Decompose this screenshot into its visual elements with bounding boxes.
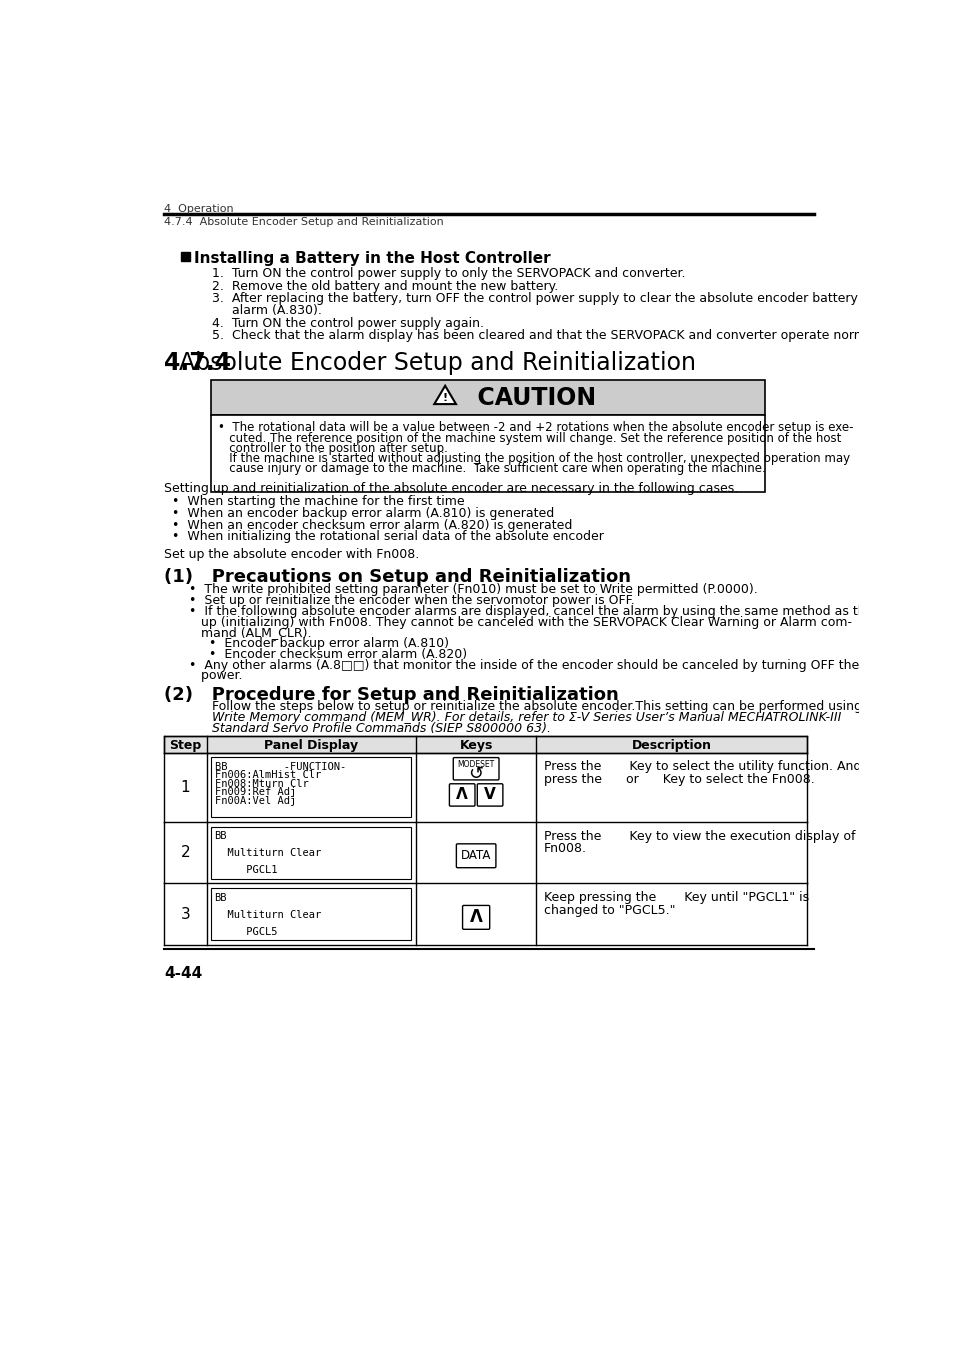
Text: •  Encoder backup error alarm (A.810): • Encoder backup error alarm (A.810) bbox=[181, 637, 449, 651]
Text: •  The write prohibited setting parameter (Fn010) must be set to Write permitted: • The write prohibited setting parameter… bbox=[181, 583, 758, 597]
FancyBboxPatch shape bbox=[456, 844, 496, 868]
FancyBboxPatch shape bbox=[453, 757, 498, 780]
Text: Step: Step bbox=[170, 738, 201, 752]
Text: 1.  Turn ON the control power supply to only the SERVOPACK and converter.: 1. Turn ON the control power supply to o… bbox=[212, 267, 685, 281]
Text: changed to "PGCL5.": changed to "PGCL5." bbox=[543, 903, 675, 917]
Text: cause injury or damage to the machine.  Take sufficient care when operating the : cause injury or damage to the machine. T… bbox=[218, 462, 765, 475]
Text: Λ: Λ bbox=[469, 909, 482, 926]
Text: Panel Display: Panel Display bbox=[264, 738, 358, 752]
Text: 4.  Turn ON the control power supply again.: 4. Turn ON the control power supply agai… bbox=[212, 317, 484, 329]
FancyBboxPatch shape bbox=[462, 906, 489, 929]
Text: BB: BB bbox=[214, 892, 227, 903]
Text: !: ! bbox=[442, 393, 447, 402]
Text: •  The rotational data will be a value between -2 and +2 rotations when the abso: • The rotational data will be a value be… bbox=[218, 421, 853, 435]
Text: Press the       Key to select the utility function. And: Press the Key to select the utility func… bbox=[543, 760, 861, 774]
Bar bbox=[212, 888, 411, 941]
Text: Set up the absolute encoder with Fn008.: Set up the absolute encoder with Fn008. bbox=[164, 548, 419, 560]
Text: •  When an encoder checksum error alarm (A.820) is generated: • When an encoder checksum error alarm (… bbox=[164, 518, 572, 532]
Text: alarm (A.830).: alarm (A.830). bbox=[212, 305, 322, 317]
Text: mand (ALM_CLR).: mand (ALM_CLR). bbox=[181, 626, 312, 640]
Bar bbox=[212, 757, 411, 817]
Text: Fn008:Mturn Clr: Fn008:Mturn Clr bbox=[214, 779, 308, 788]
Text: 2: 2 bbox=[180, 845, 191, 860]
Text: Fn009:Ref Adj: Fn009:Ref Adj bbox=[214, 787, 295, 798]
Text: •  Encoder checksum error alarm (A.820): • Encoder checksum error alarm (A.820) bbox=[181, 648, 467, 662]
Text: DATA: DATA bbox=[460, 849, 491, 863]
Text: MODESET: MODESET bbox=[457, 760, 495, 770]
Bar bbox=[211, 379, 764, 416]
Text: 4.7.4  Absolute Encoder Setup and Reinitialization: 4.7.4 Absolute Encoder Setup and Reiniti… bbox=[164, 217, 443, 227]
Text: Installing a Battery in the Host Controller: Installing a Battery in the Host Control… bbox=[194, 251, 551, 266]
Text: Follow the steps below to setup or reinitialize the absolute encoder.This settin: Follow the steps below to setup or reini… bbox=[212, 701, 886, 713]
Text: •  If the following absolute encoder alarms are displayed, cancel the alarm by u: • If the following absolute encoder alar… bbox=[181, 605, 896, 618]
Text: CAUTION: CAUTION bbox=[460, 386, 595, 410]
Text: up (initializing) with Fn008. They cannot be canceled with the SERVOPACK Clear W: up (initializing) with Fn008. They canno… bbox=[181, 616, 851, 629]
Text: Absolute Encoder Setup and Reinitialization: Absolute Encoder Setup and Reinitializat… bbox=[164, 351, 696, 375]
Text: (1)   Precautions on Setup and Reinitialization: (1) Precautions on Setup and Reinitializ… bbox=[164, 568, 631, 586]
Text: BB         -FUNCTION-: BB -FUNCTION- bbox=[214, 761, 345, 772]
Text: Fn006:AlmHist Clr: Fn006:AlmHist Clr bbox=[214, 771, 320, 780]
FancyBboxPatch shape bbox=[449, 784, 475, 806]
Text: •  Set up or reinitialize the encoder when the servomotor power is OFF.: • Set up or reinitialize the encoder whe… bbox=[181, 594, 635, 608]
Text: controller to the position after setup.: controller to the position after setup. bbox=[218, 441, 448, 455]
Text: V: V bbox=[484, 787, 496, 802]
Text: (2)   Procedure for Setup and Reinitialization: (2) Procedure for Setup and Reinitializa… bbox=[164, 686, 618, 705]
Bar bbox=[181, 252, 190, 261]
Text: Standard Servo Profile Commands (SIEP S800000 63).: Standard Servo Profile Commands (SIEP S8… bbox=[212, 722, 551, 734]
Text: PGCL5: PGCL5 bbox=[214, 926, 276, 937]
Text: •  When starting the machine for the first time: • When starting the machine for the firs… bbox=[164, 495, 464, 509]
Text: 4  Operation: 4 Operation bbox=[164, 204, 233, 215]
Text: Fn008.: Fn008. bbox=[543, 842, 586, 855]
Text: Description: Description bbox=[631, 738, 711, 752]
Text: 5.  Check that the alarm display has been cleared and that the SERVOPACK and con: 5. Check that the alarm display has been… bbox=[212, 329, 889, 342]
Text: If the machine is started without adjusting the position of the host controller,: If the machine is started without adjust… bbox=[218, 451, 850, 464]
Text: 3.  After replacing the battery, turn OFF the control power supply to clear the : 3. After replacing the battery, turn OFF… bbox=[212, 292, 891, 305]
Text: 2.  Remove the old battery and mount the new battery.: 2. Remove the old battery and mount the … bbox=[212, 279, 558, 293]
Text: 4-44: 4-44 bbox=[164, 965, 202, 981]
Text: PGCL1: PGCL1 bbox=[214, 865, 276, 875]
Text: Multiturn Clear: Multiturn Clear bbox=[214, 848, 320, 859]
Text: power.: power. bbox=[181, 670, 242, 683]
Text: 4.7.4: 4.7.4 bbox=[164, 351, 231, 375]
Text: Keys: Keys bbox=[459, 738, 493, 752]
Text: 1: 1 bbox=[180, 780, 191, 795]
Bar bbox=[212, 826, 411, 879]
Bar bbox=[211, 416, 764, 493]
Text: Multiturn Clear: Multiturn Clear bbox=[214, 910, 320, 919]
Text: Setting up and reinitialization of the absolute encoder are necessary in the fol: Setting up and reinitialization of the a… bbox=[164, 482, 738, 494]
Polygon shape bbox=[434, 386, 456, 404]
Text: Keep pressing the       Key until "PGCL1" is: Keep pressing the Key until "PGCL1" is bbox=[543, 891, 808, 904]
Text: Write Memory command (MEM_WR). For details, refer to Σ-V Series User’s Manual ME: Write Memory command (MEM_WR). For detai… bbox=[212, 711, 841, 724]
Text: •  Any other alarms (A.8□□) that monitor the inside of the encoder should be can: • Any other alarms (A.8□□) that monitor … bbox=[181, 659, 859, 672]
Text: 3: 3 bbox=[180, 907, 191, 922]
Text: BB: BB bbox=[214, 832, 227, 841]
Text: •  When initializing the rotational serial data of the absolute encoder: • When initializing the rotational seria… bbox=[164, 531, 603, 543]
Text: press the      or      Key to select the Fn008.: press the or Key to select the Fn008. bbox=[543, 772, 814, 786]
Text: Fn00A:Vel Adj: Fn00A:Vel Adj bbox=[214, 795, 295, 806]
Bar bbox=[164, 736, 806, 752]
Text: Press the       Key to view the execution display of: Press the Key to view the execution disp… bbox=[543, 830, 855, 842]
Text: Λ: Λ bbox=[456, 787, 468, 802]
Text: cuted. The reference position of the machine system will change. Set the referen: cuted. The reference position of the mac… bbox=[218, 432, 841, 444]
FancyBboxPatch shape bbox=[476, 784, 502, 806]
Text: •  When an encoder backup error alarm (A.810) is generated: • When an encoder backup error alarm (A.… bbox=[164, 508, 554, 520]
Text: ↺: ↺ bbox=[468, 765, 483, 783]
